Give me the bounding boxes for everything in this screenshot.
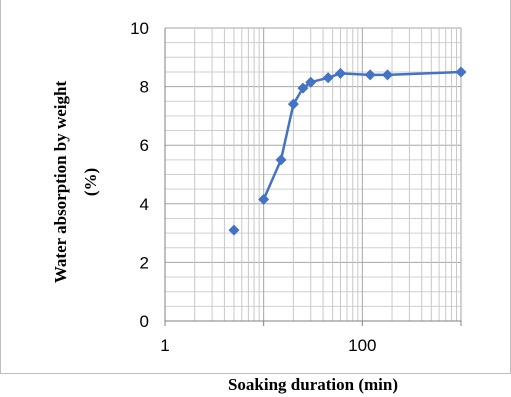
data-point-marker	[297, 82, 309, 94]
data-point-marker	[364, 69, 376, 81]
data-point-marker	[305, 76, 317, 88]
y-axis-title-line2: (%)	[81, 168, 100, 196]
data-point-marker	[382, 69, 394, 81]
series-absorption	[228, 66, 467, 236]
y-tick-labels: 0 2 4 6 8 10	[130, 19, 149, 331]
data-point-marker	[334, 67, 346, 79]
grid-lines	[164, 27, 462, 326]
x-tick-label: 100	[348, 336, 376, 355]
chart-frame-bottom-edge	[0, 373, 511, 374]
data-point-marker	[455, 66, 467, 78]
y-axis-title-line1: Water absorption by weight	[51, 81, 70, 284]
x-tick-label: 1	[160, 336, 169, 355]
chart-frame-left-edge	[0, 0, 1, 374]
data-point-marker	[287, 98, 299, 110]
y-tick-label: 0	[140, 312, 149, 331]
y-tick-label: 2	[140, 253, 149, 272]
data-point-marker	[228, 224, 240, 236]
data-point-marker	[258, 193, 270, 205]
y-tick-label: 6	[140, 136, 149, 155]
x-tick-labels: 1 100	[160, 336, 376, 355]
x-axis-title: Soaking duration (min)	[228, 375, 398, 394]
series-line	[262, 70, 462, 200]
y-tick-label: 8	[140, 78, 149, 97]
data-point-marker	[275, 154, 287, 166]
y-tick-label: 10	[130, 19, 149, 38]
y-tick-label: 4	[140, 195, 149, 214]
data-point-marker	[322, 72, 334, 84]
